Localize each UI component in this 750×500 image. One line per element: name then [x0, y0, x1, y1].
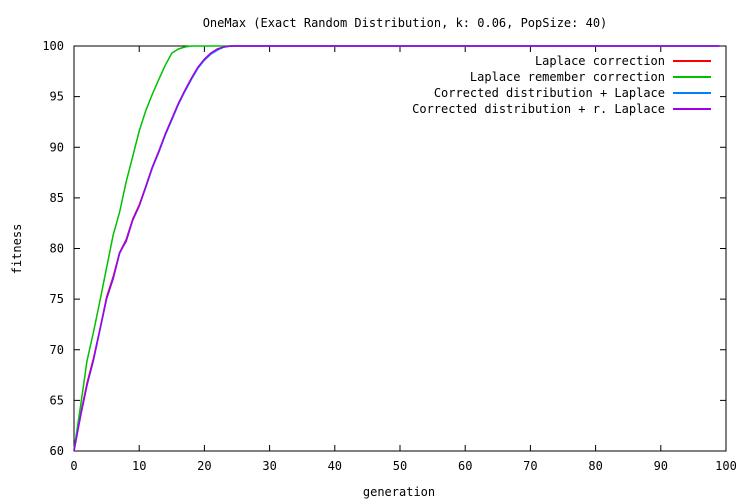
tick-labels: 0 10 20 30 40 50 60 70 80 90 100 60 65 70 75 80 85 90 95 10… [42, 39, 737, 473]
y-tick-label: 100 [42, 39, 64, 53]
x-tick-label: 100 [715, 459, 737, 473]
y-tick-label: 70 [50, 343, 64, 357]
chart-title: OneMax (Exact Random Distribution, k: 0.… [203, 16, 608, 30]
x-tick-label: 70 [523, 459, 537, 473]
x-tick-label: 50 [393, 459, 407, 473]
x-tick-label: 80 [588, 459, 602, 473]
legend-label-4: Corrected distribution + r. Laplace [412, 102, 665, 116]
x-tick-label: 60 [458, 459, 472, 473]
legend-label-3: Corrected distribution + Laplace [434, 86, 665, 100]
x-tick-label: 30 [262, 459, 276, 473]
legend: Laplace correction Laplace remember corre… [412, 54, 711, 116]
legend-label-2: Laplace remember correction [470, 70, 665, 84]
x-tick-label: 20 [197, 459, 211, 473]
y-tick-label: 65 [50, 393, 64, 407]
y-tick-label: 60 [50, 444, 64, 458]
x-axis-label: generation [363, 485, 435, 499]
x-tick-label: 40 [328, 459, 342, 473]
series-lines [73, 45, 720, 452]
x-tick-label: 90 [654, 459, 668, 473]
x-tick-label: 10 [132, 459, 146, 473]
series-line-4 [73, 45, 720, 452]
y-tick-label: 95 [50, 90, 64, 104]
y-tick-label: 90 [50, 140, 64, 154]
y-tick-label: 80 [50, 242, 64, 256]
y-axis-label: fitness [10, 224, 24, 275]
legend-label-1: Laplace correction [535, 54, 665, 68]
y-tick-label: 75 [50, 292, 64, 306]
y-tick-label: 85 [50, 191, 64, 205]
x-tick-label: 0 [70, 459, 77, 473]
